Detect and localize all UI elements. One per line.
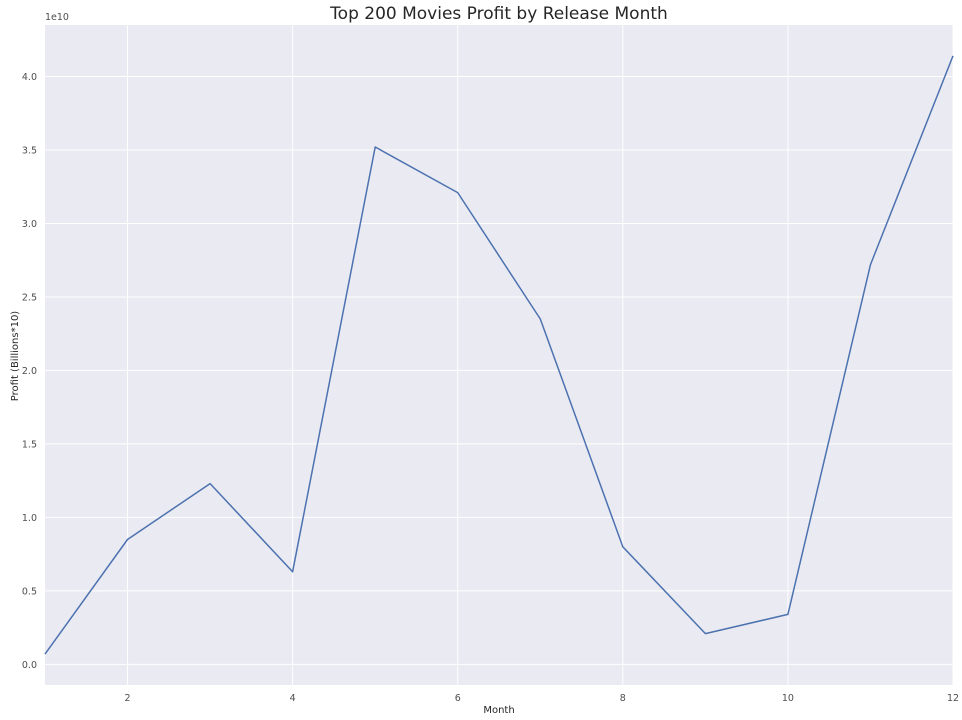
- y-axis-label: Profit (Billions*10): [10, 311, 21, 402]
- x-tick-label: 4: [290, 693, 296, 704]
- x-tick-label: 8: [620, 693, 626, 704]
- y-tick-label: 3.0: [22, 219, 37, 230]
- data-point: [952, 54, 955, 57]
- x-tick-label: 10: [782, 693, 794, 704]
- x-tick-label: 6: [455, 693, 461, 704]
- data-point: [786, 613, 789, 616]
- y-tick-label: 1.5: [22, 439, 37, 450]
- plot-area: [45, 25, 953, 685]
- data-point: [704, 632, 707, 635]
- x-tick-label: 12: [947, 693, 959, 704]
- y-tick-label: 4.0: [22, 72, 37, 83]
- data-point: [291, 570, 294, 573]
- data-point: [869, 263, 872, 266]
- data-point: [539, 317, 542, 320]
- y-tick-label: 3.5: [22, 145, 37, 156]
- data-point: [374, 146, 377, 149]
- y-axis-ticks: 0.0 0.5 1.0 1.5 2.0 2.5 3.0 3.5 4.0: [22, 72, 37, 671]
- y-tick-label: 0.0: [22, 660, 37, 671]
- y-tick-label: 0.5: [22, 586, 37, 597]
- data-point: [209, 482, 212, 485]
- x-axis-label: Month: [483, 705, 514, 716]
- series-group: [44, 54, 955, 656]
- y-tick-label: 2.0: [22, 366, 37, 377]
- y-tick-label: 1.0: [22, 513, 37, 524]
- grid-lines: [45, 25, 954, 685]
- x-tick-label: 2: [125, 693, 131, 704]
- series-line: [44, 55, 954, 655]
- chart-title: Top 200 Movies Profit by Release Month: [329, 4, 668, 24]
- data-point: [456, 191, 459, 194]
- y-axis-offset-label: 1e10: [45, 12, 69, 23]
- data-point: [126, 538, 129, 541]
- data-point: [44, 653, 47, 656]
- data-point: [621, 545, 624, 548]
- x-axis-ticks: 2 4 6 8 10 12: [125, 693, 960, 704]
- y-tick-label: 2.5: [22, 292, 37, 303]
